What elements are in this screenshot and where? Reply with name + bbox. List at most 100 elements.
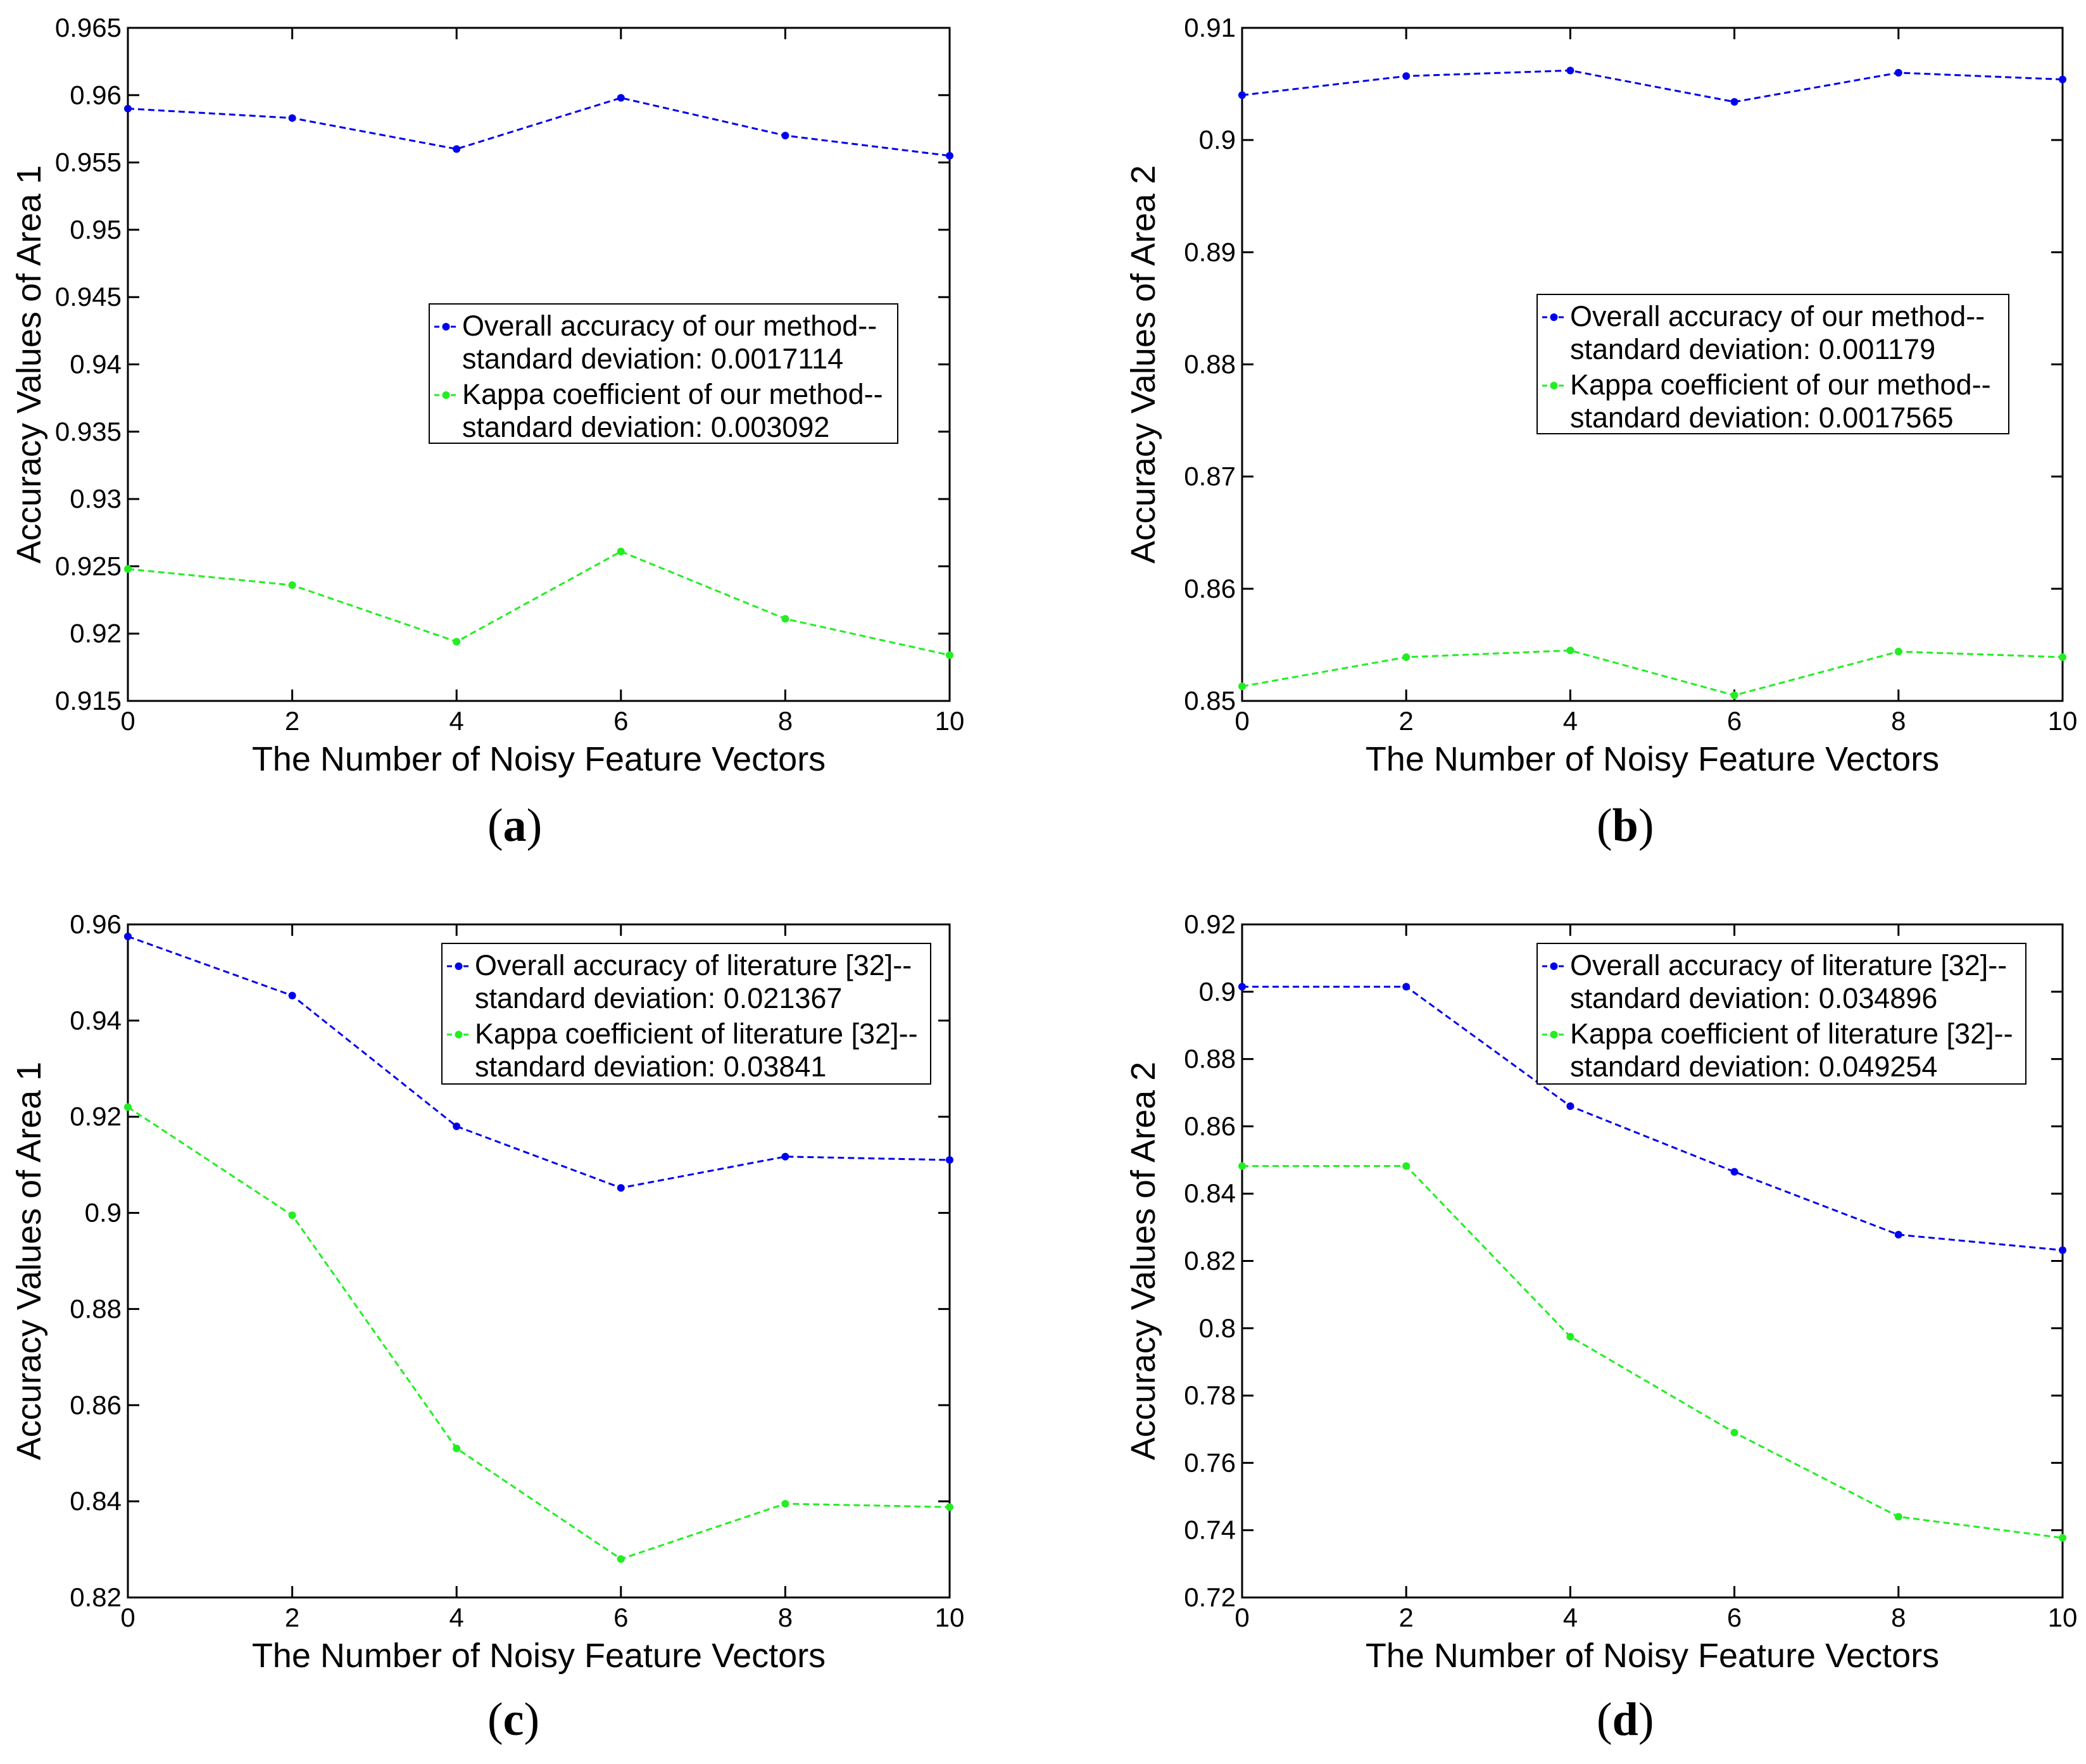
panel-d-series-1-line	[1242, 985, 2063, 1251]
panel-b-legend-entry-1: Overall accuracy of our method--	[1570, 300, 1985, 332]
panel-b-legend-marker-1	[1550, 313, 1558, 321]
panel-a-ytick-label: 0.96	[70, 80, 122, 110]
panel-a-series-2-point	[946, 651, 953, 659]
panel-d-ytick-label: 0.76	[1184, 1447, 1236, 1477]
panel-d: 0 2 4 6 8 10 0.72 0.74 0.76 0.78 0.8 0.82 0.84 0.86 0.…	[1124, 909, 2077, 1675]
panel-c-xtick-label: 8	[778, 1603, 793, 1632]
panel-b-series-1-point	[1566, 66, 1574, 75]
panel-c-series-1-point	[617, 1184, 625, 1192]
panel-d-xtick-label: 6	[1727, 1603, 1742, 1632]
panel-a-legend-entry-1-sub: standard deviation: 0.0017114	[462, 343, 843, 375]
panel-b-series-1-point	[1238, 91, 1246, 99]
panel-b-series-2-line	[1241, 649, 2063, 696]
panel-b-ylabel: Accuracy Values of Area 2	[1124, 165, 1162, 564]
panel-d-ytick-label: 0.74	[1184, 1515, 1236, 1545]
panel-c-xtick-label: 4	[449, 1603, 464, 1632]
panel-b-series-2-point	[1402, 653, 1411, 661]
panel-b-series-2-point	[1894, 648, 1902, 656]
panel-c-series-2-point	[946, 1503, 953, 1511]
panel-b-xtick-label: 4	[1563, 706, 1578, 736]
panel-d-ytick-label: 0.84	[1184, 1178, 1236, 1208]
panel-d-ytick-label: 0.82	[1184, 1246, 1236, 1276]
panel-d-series-1-point	[1402, 983, 1411, 991]
panel-d-series-2-point	[1894, 1513, 1902, 1521]
panel-a-series-1-point	[124, 104, 132, 113]
panel-a-ytick-label: 0.925	[55, 551, 122, 581]
panel-d-legend-box	[1536, 943, 2026, 1085]
panel-c-legend-entry-2-sub: standard deviation: 0.03841	[475, 1050, 826, 1083]
panel-c-legend-marker-2	[455, 1031, 463, 1038]
panel-c-legend-entry-1-sub: standard deviation: 0.021367	[475, 982, 842, 1014]
panel-d-legend-marker-1	[1550, 962, 1558, 970]
caption-c: (c)	[487, 1694, 540, 1746]
panel-d-xtick-label: 2	[1399, 1603, 1414, 1632]
panel-c-legend-entry-1: Overall accuracy of literature [32]--	[475, 949, 912, 981]
panel-c-series-2-line	[127, 1106, 950, 1560]
panel-c-series-2-point	[453, 1444, 461, 1452]
caption-a-letter: a	[503, 800, 527, 852]
panel-c-legend-entry-2: Kappa coefficient of literature [32]--	[475, 1017, 918, 1050]
panel-b-xtick-label: 2	[1399, 706, 1414, 736]
panel-a-ytick-label: 0.945	[55, 282, 122, 312]
panel-c-series-1-point	[946, 1156, 953, 1164]
panel-a-legend-marker-1	[442, 323, 450, 331]
panel-c-ytick-label: 0.86	[70, 1390, 122, 1420]
panel-d-series-2-point	[1730, 1428, 1738, 1437]
panel-c-series-1-line	[127, 935, 950, 1189]
panel-b-ytick-label: 0.91	[1184, 13, 1236, 42]
panel-d-ytick-label: 0.8	[1199, 1313, 1236, 1343]
panel-d-ytick-label: 0.92	[1184, 909, 1236, 939]
panel-c-ylabel: Accuracy Values of Area 1	[10, 1062, 48, 1460]
panel-a-xtick-label: 0	[120, 706, 135, 736]
caption-d-letter: d	[1612, 1694, 1638, 1746]
panel-d-legend-entry-1-sub: standard deviation: 0.034896	[1570, 982, 1937, 1014]
panel-b-ytick-label: 0.87	[1184, 462, 1236, 491]
panel-c-series-2-point	[288, 1211, 296, 1219]
panel-b-legend-box	[1536, 294, 2009, 434]
panel-d-series-2-point	[1402, 1162, 1411, 1170]
panel-a-series-2-point	[617, 548, 625, 556]
panel-a-series-2-point	[453, 638, 461, 646]
panel-d-xtick-label: 10	[2048, 1603, 2078, 1632]
panel-d-ytick-label: 0.88	[1184, 1044, 1236, 1074]
panel-d-legend-entry-2: Kappa coefficient of literature [32]--	[1570, 1017, 2013, 1050]
panel-a-legend-box	[429, 303, 898, 444]
panel-b-xlabel: The Number of Noisy Feature Vectors	[1366, 740, 1939, 778]
panel-d-xlabel: The Number of Noisy Feature Vectors	[1366, 1637, 1939, 1675]
panel-d-series-2-point	[1566, 1333, 1574, 1341]
caption-c-letter: c	[503, 1694, 524, 1746]
panel-d-series-2-line	[1242, 1165, 2063, 1539]
panel-c-ytick-label: 0.88	[70, 1294, 122, 1323]
panel-b-series-2-point	[1566, 646, 1574, 655]
panel-a-ytick-label: 0.94	[70, 350, 122, 379]
panel-b-ytick-label: 0.9	[1199, 125, 1236, 154]
panel-d-legend-entry-2-sub: standard deviation: 0.049254	[1570, 1050, 1937, 1083]
panel-a-series-2-point	[288, 581, 296, 589]
panel-c-ytick-label: 0.82	[70, 1582, 122, 1612]
panel-a-xtick-label: 2	[285, 706, 299, 736]
panel-d-ytick-label: 0.78	[1184, 1380, 1236, 1410]
caption-b-letter: b	[1612, 800, 1638, 852]
panel-b-series-2-point	[2059, 653, 2066, 661]
panel-b-series-1-point	[1402, 72, 1411, 80]
panel-b-legend-entry-2: Kappa coefficient of our method--	[1570, 369, 1991, 401]
panel-c-series-1-point	[781, 1152, 789, 1161]
panel-a-legend-entry-1: Overall accuracy of our method--	[462, 310, 877, 342]
panel-a: 0 2 4 6 8 10 0.915 0.92 0.925 0.93 0.935 0.94 0.945 0…	[10, 13, 964, 778]
panel-a-series-1-point	[781, 132, 789, 140]
panel-b: 0 2 4 6 8 10 0.85 0.86 0.87 0.88 0.89 0.9 0.91 The Nu…	[1124, 13, 2077, 778]
panel-c-series-2-point	[124, 1103, 132, 1111]
panel-d-series-1-point	[2059, 1246, 2066, 1254]
panel-d-series-1-point	[1238, 983, 1246, 991]
panel-d-legend-marker-2	[1550, 1031, 1558, 1038]
panel-b-ytick-label: 0.86	[1184, 574, 1236, 603]
panel-d-ylabel: Accuracy Values of Area 2	[1124, 1062, 1162, 1460]
panel-c-series-1-point	[453, 1122, 461, 1130]
panel-a-ytick-label: 0.93	[70, 484, 122, 513]
panel-b-xtick-label: 10	[2048, 706, 2078, 736]
panel-b-ytick-label: 0.88	[1184, 350, 1236, 379]
panel-c-xtick-label: 2	[285, 1603, 299, 1632]
panel-b-series-1-point	[2059, 75, 2066, 84]
